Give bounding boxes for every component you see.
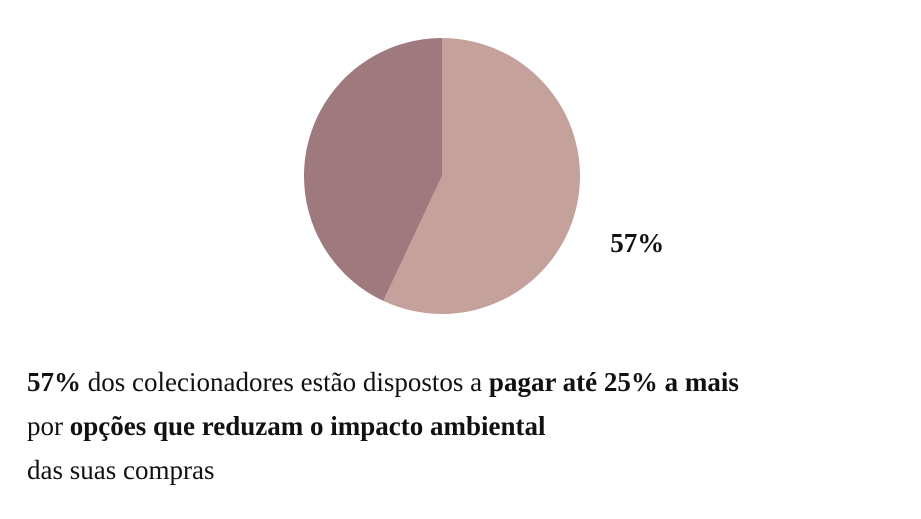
caption-text: das suas compras [27, 455, 215, 485]
caption-text: por [27, 411, 70, 441]
caption-bold: opções que reduzam o impacto ambiental [69, 411, 546, 441]
caption-bold: 57% [27, 367, 81, 397]
caption-text: dos colecionadores estão dispostos a [81, 367, 489, 397]
caption-line: por opções que reduzam o impacto ambient… [27, 404, 739, 448]
caption-line: 57% dos colecionadores estão dispostos a… [27, 360, 739, 404]
pie-slice [303, 38, 442, 301]
caption-line: das suas compras [27, 448, 739, 492]
slice-label: 57% [610, 228, 664, 258]
caption: 57% dos colecionadores estão dispostos a… [27, 360, 739, 492]
pie-slice [383, 38, 580, 314]
chart: 57% [303, 38, 664, 314]
caption-bold: pagar até 25% a mais [488, 367, 739, 397]
